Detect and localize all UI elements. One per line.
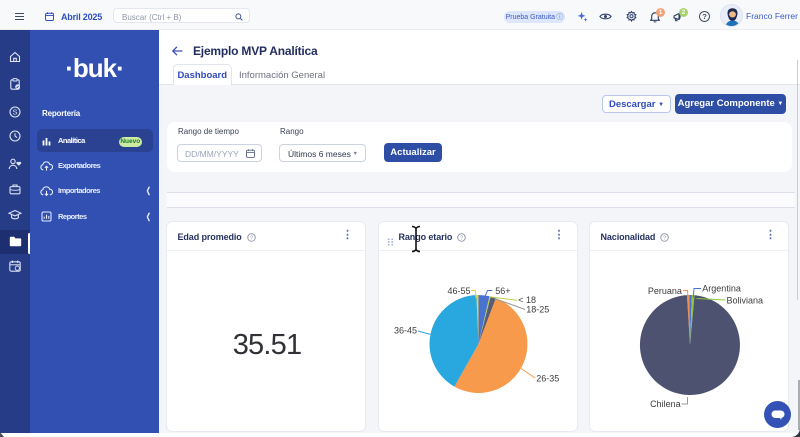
svg-text:?: ? bbox=[250, 235, 253, 241]
svg-text:?: ? bbox=[663, 235, 666, 241]
svg-text:18-25: 18-25 bbox=[526, 305, 549, 315]
svg-text:?: ? bbox=[460, 235, 463, 241]
svg-text:Boliviana: Boliviana bbox=[727, 295, 764, 305]
svg-text:S: S bbox=[12, 108, 17, 117]
svg-text:< 18: < 18 bbox=[518, 295, 536, 305]
svg-text:Peruana: Peruana bbox=[648, 286, 682, 296]
svg-text:36-45: 36-45 bbox=[393, 326, 416, 336]
svg-text:Argentina: Argentina bbox=[702, 283, 741, 293]
svg-text:56+: 56+ bbox=[495, 286, 510, 296]
svg-text:Chilena: Chilena bbox=[650, 399, 681, 409]
svg-text:46-55: 46-55 bbox=[447, 286, 470, 296]
svg-text:26-35: 26-35 bbox=[536, 374, 559, 384]
